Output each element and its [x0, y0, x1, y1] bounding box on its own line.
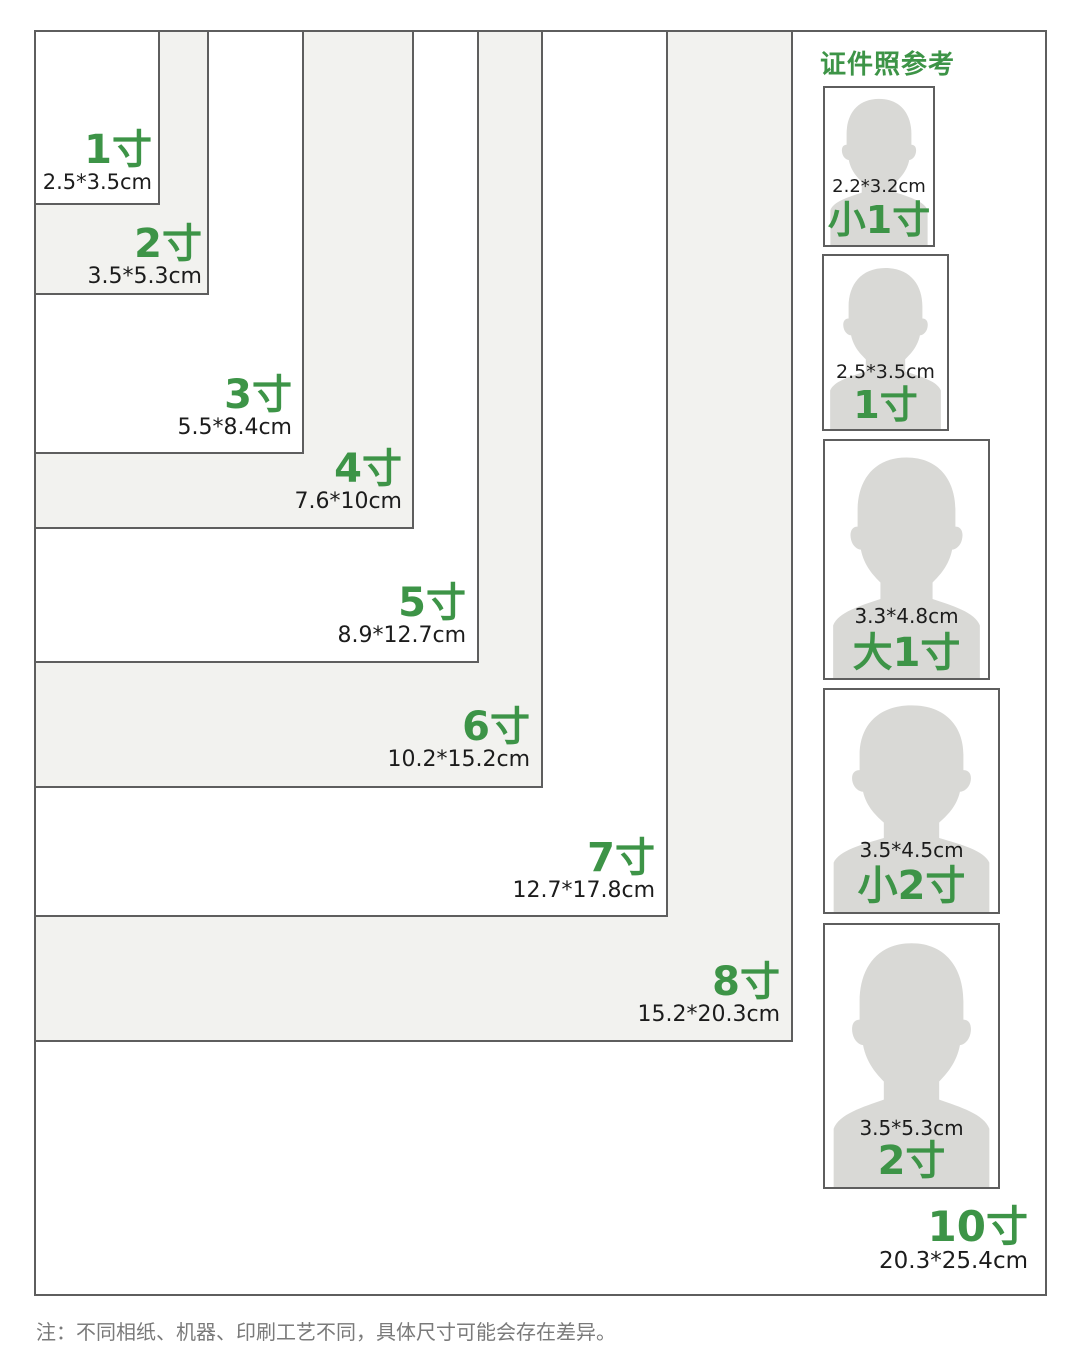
person-silhouette-icon [833, 457, 980, 678]
id-photo-2in: 3.5*5.3cm 2寸 [823, 923, 1000, 1189]
size-dimensions: 5.5*8.4cm [177, 415, 292, 440]
size-dimensions: 3.5*5.3cm [87, 264, 202, 289]
label-8in: 8寸 15.2*20.3cm [638, 962, 781, 1026]
label-3in: 3寸 5.5*8.4cm [177, 375, 292, 439]
size-name: 5寸 [398, 580, 466, 626]
size-name: 1寸 [84, 127, 152, 173]
id-photo-small-1in: 2.2*3.2cm 小1寸 [823, 86, 935, 247]
photo-name: 大1寸 [852, 630, 961, 676]
person-silhouette-icon [833, 943, 990, 1187]
photo-dimensions: 3.3*4.8cm [854, 604, 959, 628]
print-size-1in [34, 30, 160, 205]
photo-dimensions: 3.5*5.3cm [859, 1116, 964, 1140]
photo-dimensions: 3.5*4.5cm [859, 838, 964, 862]
size-name: 7寸 [587, 835, 655, 881]
label-5in: 5寸 8.9*12.7cm [338, 583, 467, 647]
size-dimensions: 10.2*15.2cm [387, 747, 531, 772]
photo-name: 小2寸 [857, 863, 966, 909]
size-dimensions: 2.5*3.5cm [42, 170, 152, 194]
person-silhouette-icon [833, 705, 990, 912]
size-name: 2寸 [134, 221, 202, 267]
size-dimensions: 7.6*10cm [294, 489, 402, 514]
footnote: 注：不同相纸、机器、印刷工艺不同，具体尺寸可能会存在差异。 [36, 1320, 616, 1344]
photo-dimensions: 2.5*3.5cm [836, 361, 935, 383]
size-name: 4寸 [334, 446, 402, 492]
photo-name: 2寸 [877, 1138, 946, 1184]
label-7in: 7寸 12.7*17.8cm [513, 838, 656, 902]
size-name: 6寸 [462, 704, 530, 750]
size-name: 3寸 [224, 372, 292, 418]
size-dimensions: 8.9*12.7cm [337, 623, 467, 648]
label-10in: 10寸 20.3*25.4cm [879, 1206, 1028, 1273]
person-silhouette-icon [830, 98, 928, 245]
label-2in: 2寸 3.5*5.3cm [87, 224, 202, 288]
person-silhouette-icon [830, 268, 941, 429]
size-name: 8寸 [712, 959, 780, 1005]
id-photo-large-1in: 3.3*4.8cm 大1寸 [823, 439, 990, 680]
id-photo-reference-title: 证件照参考 [820, 50, 956, 80]
id-photo-1in: 2.5*3.5cm 1寸 [822, 254, 949, 431]
photo-dimensions: 2.2*3.2cm [832, 176, 926, 197]
label-4in: 4寸 7.6*10cm [294, 449, 402, 513]
size-name: 10寸 [927, 1202, 1028, 1251]
size-dimensions: 20.3*25.4cm [879, 1248, 1028, 1274]
size-dimensions: 15.2*20.3cm [637, 1002, 781, 1027]
size-dimensions: 12.7*17.8cm [512, 878, 656, 903]
photo-name: 1寸 [853, 383, 918, 427]
id-photo-small-2in: 3.5*4.5cm 小2寸 [823, 688, 1000, 914]
label-6in: 6寸 10.2*15.2cm [388, 707, 531, 771]
photo-name: 小1寸 [827, 198, 931, 242]
label-1in: 1寸 2.5*3.5cm [43, 130, 152, 193]
